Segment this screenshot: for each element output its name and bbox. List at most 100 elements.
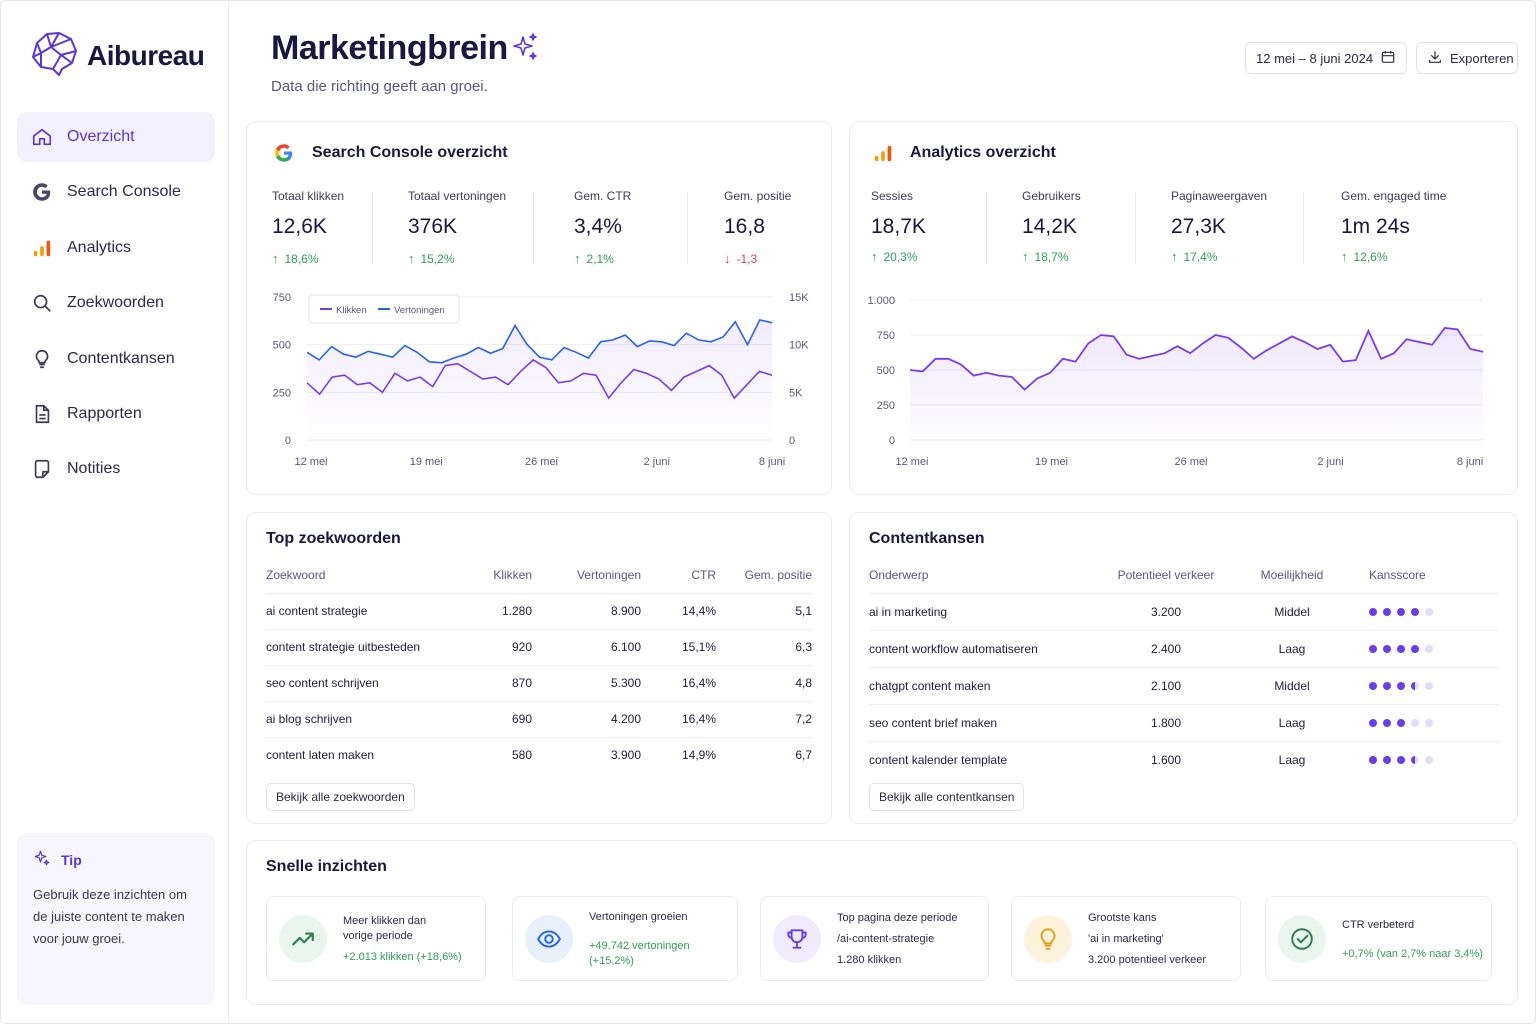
metric-label: Gem. positie xyxy=(724,189,792,203)
column-header[interactable]: Klikken xyxy=(456,557,532,594)
column-header[interactable]: Kansscore xyxy=(1349,557,1499,594)
difficulty-cell: Middel xyxy=(1235,593,1349,631)
insight-line: 'ai in marketing' xyxy=(1088,933,1164,945)
column-header[interactable]: Moeilijkheid xyxy=(1235,557,1349,594)
app-name: Aibureau xyxy=(87,39,205,71)
table-row[interactable]: chatgpt content maken 2.100 Middel xyxy=(869,667,1499,705)
table-row[interactable]: ai in marketing 3.200 Middel xyxy=(869,593,1499,631)
legend-label: Vertoningen xyxy=(394,305,445,316)
content-opportunities-table: Onderwerp Potentieel verkeer Moeilijkhei… xyxy=(869,557,1499,778)
table-row[interactable]: ai content strategie 1.280 8.900 14,4% 5… xyxy=(266,593,812,630)
arrow-up-icon: ↑ xyxy=(408,251,415,266)
y-tick-label-left: 250 xyxy=(273,387,291,399)
keywords-table: Zoekwoord Klikken Vertoningen CTR Gem. p… xyxy=(266,557,812,773)
search-console-card: Search Console overzicht Totaal klikken … xyxy=(246,121,832,495)
logo[interactable]: Aibureau xyxy=(29,29,205,82)
insight-item-ctr[interactable]: CTR verbeterd +0,7% (van 2,7% naar 3,4%) xyxy=(1265,896,1492,981)
sidebar-item-contentkansen[interactable]: Contentkansen xyxy=(17,334,215,384)
search-icon xyxy=(31,292,53,314)
metric-value: 3,4% xyxy=(574,215,622,238)
card-title: Analytics overzicht xyxy=(910,144,1056,161)
position-cell: 6,3 xyxy=(716,629,812,666)
y-tick-label-left: 750 xyxy=(273,292,291,304)
sidebar-item-label: Analytics xyxy=(67,238,132,256)
sparkle-icon xyxy=(511,31,539,63)
insight-line: Top pagina deze periode xyxy=(837,912,958,924)
document-icon xyxy=(31,403,53,425)
table-row[interactable]: seo content brief maken 1.800 Laag xyxy=(869,704,1499,742)
view-all-opportunities-button[interactable]: Bekijk alle contentkansen xyxy=(869,783,1025,811)
sidebar-item-rapporten[interactable]: Rapporten xyxy=(17,389,215,439)
metric-label: Gem. engaged time xyxy=(1341,189,1447,203)
sidebar-item-search-console[interactable]: Search Console xyxy=(17,167,215,217)
series-line-klikken xyxy=(306,358,773,400)
column-header[interactable]: Gem. positie xyxy=(716,557,812,594)
divider xyxy=(372,192,373,264)
insight-body: CTR verbeterd +0,7% (van 2,7% naar 3,4%) xyxy=(1342,897,1483,982)
table-row[interactable]: ai blog schrijven 690 4.200 16,4% 7,2 xyxy=(266,701,812,738)
position-cell: 6,7 xyxy=(795,748,812,763)
sidebar-item-notities[interactable]: Notities xyxy=(17,444,215,494)
metric-delta-value: 18,6% xyxy=(284,251,319,266)
view-all-keywords-button[interactable]: Bekijk alle zoekwoorden xyxy=(266,783,415,811)
table-row[interactable]: content kalender template 1.600 Laag xyxy=(869,741,1499,778)
table-row[interactable]: content laten maken 580 3.900 14,9% 6,7 xyxy=(266,737,812,773)
score-dot xyxy=(1369,718,1377,727)
table-row[interactable]: content workflow automatiseren 2.400 Laag xyxy=(869,630,1499,668)
column-header[interactable]: Onderwerp xyxy=(869,557,1097,594)
difficulty-cell: Laag xyxy=(1278,752,1306,767)
column-header[interactable]: Vertoningen xyxy=(532,557,641,594)
analytics-card: Analytics overzicht Sessies 18,7K ↑ 20,3%… xyxy=(849,121,1518,495)
y-tick-label-right: 0 xyxy=(789,435,795,447)
score-dot xyxy=(1369,644,1377,653)
metric-label: Totaal vertoningen xyxy=(408,189,507,203)
score-cell xyxy=(1349,667,1499,705)
insight-line: Meer klikken dan xyxy=(343,915,427,927)
card-title: Contentkansen xyxy=(869,530,985,547)
score-dot xyxy=(1411,644,1419,653)
table-header-row: Zoekwoord Klikken Vertoningen CTR Gem. p… xyxy=(266,557,812,594)
trophy-icon xyxy=(773,915,821,963)
metric-delta-value: 15,2% xyxy=(420,251,455,266)
y-tick-label-right: 15K xyxy=(789,292,809,304)
arrow-up-icon: ↑ xyxy=(1022,249,1029,264)
score-dot xyxy=(1397,644,1405,653)
trending-up-icon xyxy=(279,915,327,963)
metric-delta-value: 2,1% xyxy=(586,251,614,266)
metric-delta: ↓ -1,3 xyxy=(724,251,791,266)
position-cell: 7,2 xyxy=(716,701,812,738)
sidebar-item-zoekwoorden[interactable]: Zoekwoorden xyxy=(17,278,215,328)
column-header[interactable]: Zoekwoord xyxy=(266,557,456,594)
insight-item-biggest-opportunity[interactable]: Grootste kans 'ai in marketing' 3.200 po… xyxy=(1011,896,1241,981)
insight-item-top-page[interactable]: Top pagina deze periode /ai-content-stra… xyxy=(760,896,989,981)
column-header[interactable]: CTR xyxy=(641,557,716,594)
sidebar-item-overzicht[interactable]: Overzicht xyxy=(17,112,215,162)
sidebar-item-analytics[interactable]: Analytics xyxy=(17,223,215,273)
analytics-chart: 0 250 500 750 1.000 12 mei 19 mei 26 mei 2 juni 8… xyxy=(850,287,1519,492)
calendar-icon xyxy=(1380,49,1396,68)
table-row[interactable]: content strategie uitbesteden 920 6.100 … xyxy=(266,629,812,666)
metric-delta: ↑ 17,4% xyxy=(1171,249,1267,264)
export-button[interactable]: Exporteren xyxy=(1416,42,1518,74)
tip-header: Tip xyxy=(33,849,199,870)
metric-label: Gebruikers xyxy=(1022,189,1081,203)
export-label: Exporteren xyxy=(1450,50,1514,66)
insight-item-impressions[interactable]: Vertoningen groeien +49.742 vertoningen … xyxy=(512,896,738,981)
arrow-up-icon: ↑ xyxy=(871,249,878,264)
table-row[interactable]: seo content schrijven 870 5.300 16,4% 4,… xyxy=(266,665,812,702)
search-console-chart: 0 250 500 750 0 5K 10K 15K 12 mei 19 mei 26 mei 2 j… xyxy=(247,287,833,492)
metric-delta: ↑ 18,7% xyxy=(1022,249,1081,264)
insight-item-clicks[interactable]: Meer klikken dan vorige periode +2.013 k… xyxy=(266,896,486,981)
sidebar-nav: Overzicht Search Console Analytics Zoekw… xyxy=(17,112,215,500)
series-line-vertoningen xyxy=(306,318,773,364)
x-tick-label: 19 mei xyxy=(1035,456,1068,468)
score-cell xyxy=(1349,741,1499,778)
column-header[interactable]: Potentieel verkeer xyxy=(1097,557,1235,594)
chart-legend: Klikken Vertoningen xyxy=(308,294,460,324)
insight-body: Grootste kans 'ai in marketing' 3.200 po… xyxy=(1088,897,1206,982)
date-range-picker[interactable]: 12 mei – 8 juni 2024 xyxy=(1245,42,1407,74)
content-opportunities-card: Contentkansen Onderwerp Potentieel verke… xyxy=(849,512,1518,824)
sidebar-item-label: Contentkansen xyxy=(67,349,175,367)
insight-body: Meer klikken dan vorige periode +2.013 k… xyxy=(343,897,462,982)
divider xyxy=(687,192,688,264)
